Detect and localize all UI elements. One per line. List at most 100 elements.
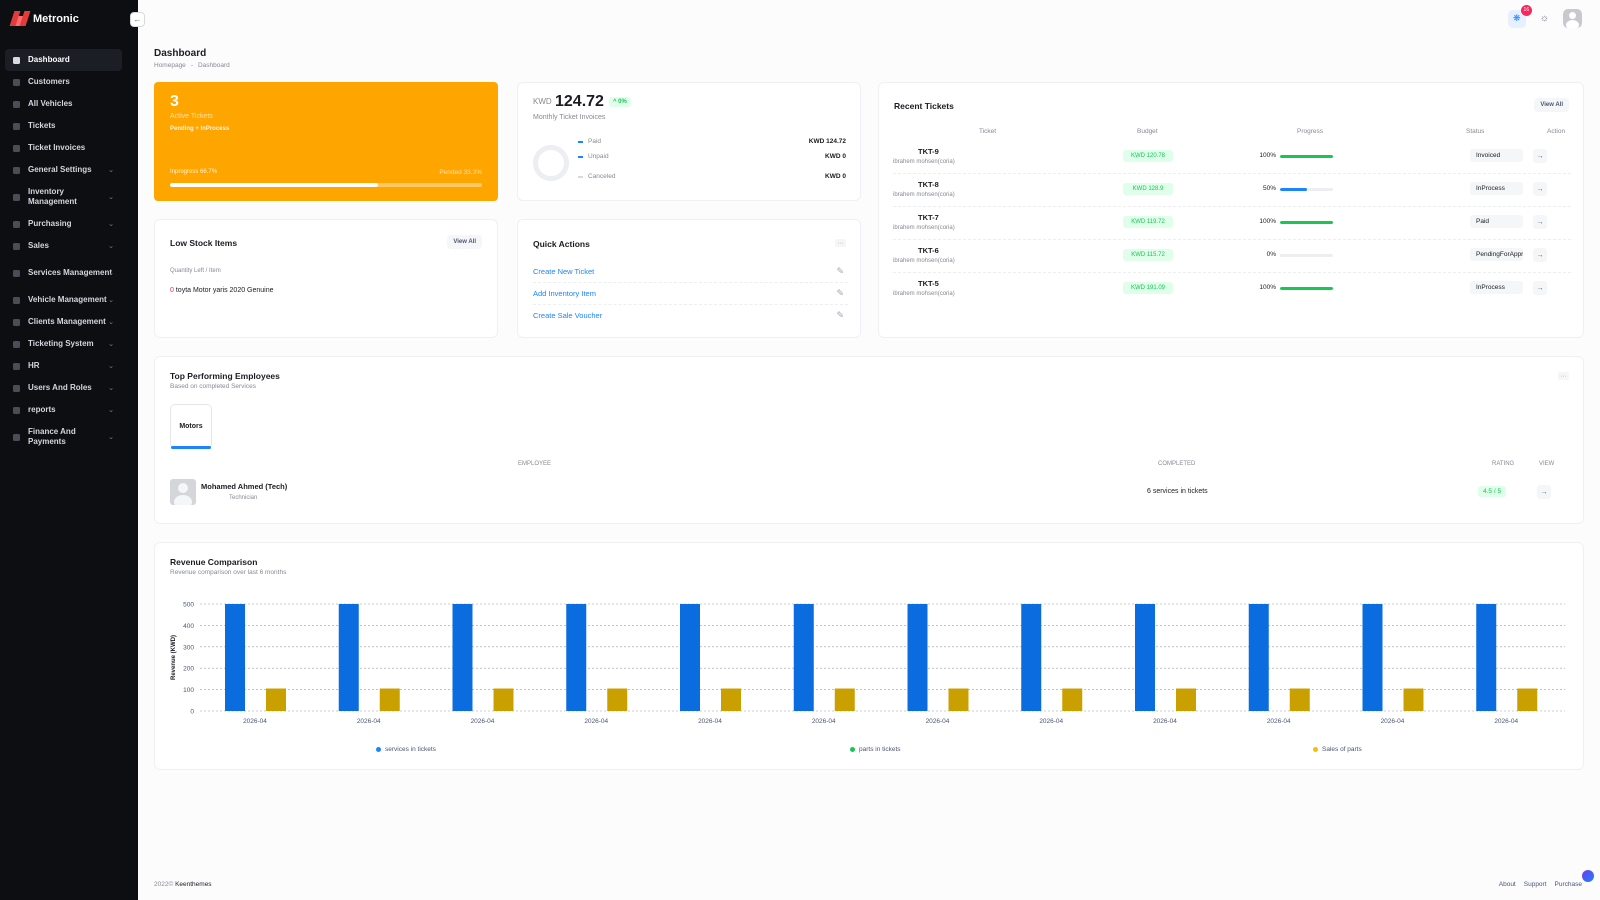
sidebar-item-purchasing[interactable]: Purchasing ⌄ [5, 213, 122, 235]
sidebar-item-reports[interactable]: reports ⌄ [5, 399, 122, 421]
chevron-down-icon: ⌄ [108, 194, 114, 201]
quick-action-add-inventory[interactable]: Add Inventory Item ✎ [533, 283, 848, 305]
sidebar-collapse-button[interactable]: ← [130, 12, 145, 27]
app-logo[interactable]: Metronic [9, 11, 79, 26]
y-tick-label: 500 [183, 602, 194, 609]
invoice-change-badge: ^ 0% [609, 97, 631, 107]
invoice-legend-paid: Paid KWD 124.72 [578, 138, 846, 145]
legend-name: Canceled [588, 173, 616, 180]
sidebar-item-ticket-invoices[interactable]: Ticket Invoices [5, 137, 122, 159]
active-tickets-sub: Pending + InProcess [170, 126, 230, 132]
column-header-rating: RATING [1492, 461, 1515, 467]
legend-sales[interactable]: Sales of parts [1313, 746, 1362, 753]
x-tick-label: 2026-04 [812, 718, 836, 725]
chevron-down-icon: ⌄ [108, 341, 114, 348]
x-tick-label: 2026-04 [1494, 718, 1518, 725]
sidebar-item-services-management[interactable]: Services Management ⌄ [5, 257, 122, 289]
chat-icon[interactable] [1582, 870, 1594, 882]
chevron-down-icon: ⌄ [108, 363, 114, 370]
quick-action-label[interactable]: Create New Ticket [533, 267, 595, 276]
sidebar-item-dashboard[interactable]: Dashboard [5, 49, 122, 71]
legend-parts[interactable]: parts in tickets [850, 746, 901, 753]
sidebar-item-clients-management[interactable]: Clients Management ⌄ [5, 311, 122, 333]
ticket-id[interactable]: TKT-9 [918, 147, 939, 156]
sidebar-item-all-vehicles[interactable]: All Vehicles [5, 93, 122, 115]
footer-link-about[interactable]: About [1498, 881, 1516, 888]
top-employees-menu-button[interactable]: ⋯ [1558, 372, 1569, 380]
employee-completed: 6 services in tickets [1147, 488, 1208, 495]
low-stock-view-all-button[interactable]: View All [447, 235, 482, 249]
ticket-action-button[interactable]: → [1533, 182, 1547, 196]
ticket-id[interactable]: TKT-8 [918, 180, 939, 189]
ticket-progress-label: 100% [1259, 218, 1276, 225]
revenue-subtitle: Revenue comparison over last 6 months [170, 569, 287, 576]
sidebar-item-tickets[interactable]: Tickets [5, 115, 122, 137]
revenue-title: Revenue Comparison [170, 557, 258, 567]
sidebar-item-label: HR [28, 360, 40, 370]
table-row: TKT-9 ibrahem mohsen(coria) KWD 120.78 100%… [893, 141, 1571, 174]
invoice-legend-unpaid: Unpaid KWD 0 [578, 153, 846, 160]
footer-link-support[interactable]: Support [1523, 881, 1547, 888]
quick-action-create-ticket[interactable]: Create New Ticket ✎ [533, 261, 848, 283]
sidebar-item-ticketing-system[interactable]: Ticketing System ⌄ [5, 333, 122, 355]
bar-services-in-tickets [1476, 604, 1497, 711]
sidebar-item-customers[interactable]: Customers [5, 71, 122, 93]
sidebar-item-hr[interactable]: HR ⌄ [5, 355, 122, 377]
user-avatar[interactable] [1563, 9, 1582, 28]
bar-services-in-tickets [1021, 604, 1042, 711]
sidebar-item-label: Tickets [28, 120, 56, 130]
quick-actions-card: Quick Actions ⋯ Create New Ticket ✎ Add … [517, 219, 861, 338]
sidebar-item-general-settings[interactable]: General Settings ⌄ [5, 159, 122, 181]
employee-view-button[interactable]: → [1537, 485, 1551, 499]
page-title: Dashboard [154, 48, 207, 59]
sidebar: Metronic Dashboard Customers All Vehicles T… [0, 0, 138, 900]
ticket-action-button[interactable]: → [1533, 149, 1547, 163]
sidebar-item-finance-and-payments[interactable]: Finance And Payments ⌄ [5, 421, 122, 453]
ticket-action-button[interactable]: → [1533, 215, 1547, 229]
tab-motors[interactable]: Motors [170, 404, 212, 449]
sidebar-item-sales[interactable]: Sales ⌄ [5, 235, 122, 257]
menu-item-icon [13, 406, 20, 414]
ticket-progress-fill [1280, 188, 1307, 191]
quick-actions-menu-button[interactable]: ⋯ [835, 239, 846, 247]
ticket-progress-fill [1280, 287, 1333, 290]
edit-icon: ✎ [836, 310, 844, 320]
sidebar-item-inventory-management[interactable]: Inventory Management ⌄ [5, 181, 122, 213]
invoice-label: Monthly Ticket Invoices [533, 114, 606, 121]
chevron-down-icon: ⌄ [108, 167, 114, 174]
footer-link-purchase[interactable]: Purchase [1554, 881, 1582, 888]
ticket-id[interactable]: TKT-5 [918, 279, 939, 288]
low-stock-qty: 0 [170, 287, 174, 294]
sidebar-item-vehicle-management[interactable]: Vehicle Management ⌄ [5, 289, 122, 311]
breadcrumb-homepage[interactable]: Homepage [154, 62, 186, 69]
ticket-progress-label: 100% [1259, 284, 1276, 291]
ticket-action-button[interactable]: → [1533, 248, 1547, 262]
ticket-customer: ibrahem mohsen(coria) [893, 291, 955, 297]
ticket-progress-fill [1280, 155, 1333, 158]
ticket-action-button[interactable]: → [1533, 281, 1547, 295]
legend-dot-icon [376, 747, 381, 752]
chevron-down-icon: ⌄ [108, 243, 114, 250]
sidebar-item-users-and-roles[interactable]: Users And Roles ⌄ [5, 377, 122, 399]
x-tick-label: 2026-04 [1381, 718, 1405, 725]
recent-tickets-card: Recent Tickets View All Ticket Budget Pr… [878, 82, 1584, 338]
legend-services[interactable]: services in tickets [376, 746, 436, 753]
notifications-button[interactable]: ❋ 16 [1507, 4, 1532, 28]
pended-percent: Pended 33.3% [439, 169, 482, 176]
y-tick-label: 200 [183, 666, 194, 673]
chevron-down-icon: ⌄ [108, 407, 114, 414]
ticket-id[interactable]: TKT-7 [918, 213, 939, 222]
quick-action-label[interactable]: Add Inventory Item [533, 289, 596, 298]
invoice-legend-canceled: Canceled KWD 0 [578, 173, 846, 180]
quick-action-create-voucher[interactable]: Create Sale Voucher ✎ [533, 305, 848, 327]
bell-icon: ❋ [1513, 13, 1521, 23]
arrow-right-icon: → [1540, 488, 1548, 496]
ticket-progress-label: 0% [1266, 251, 1276, 258]
breadcrumb-separator: - [190, 62, 193, 69]
quick-action-label[interactable]: Create Sale Voucher [533, 311, 603, 320]
recent-tickets-view-all-button[interactable]: View All [1534, 98, 1569, 112]
sun-icon[interactable]: ☼ [1539, 13, 1549, 24]
footer-brand-link[interactable]: Keenthemes [175, 881, 212, 888]
legend-dot-icon [1313, 747, 1318, 752]
ticket-id[interactable]: TKT-6 [918, 246, 939, 255]
